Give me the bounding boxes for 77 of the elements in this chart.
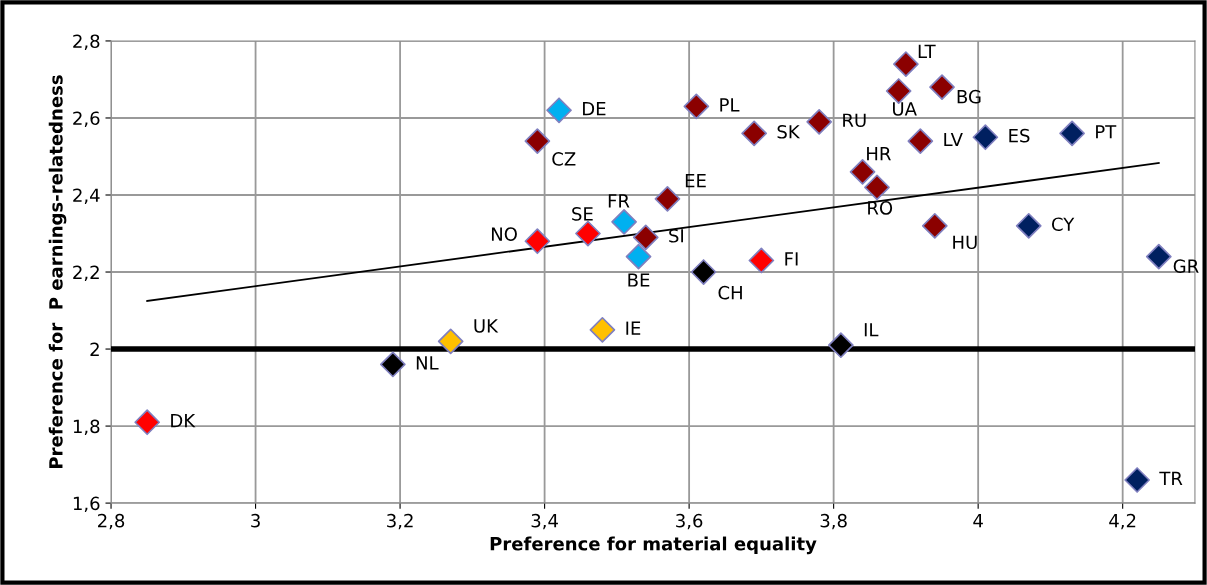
annotation: UK [474,319,499,333]
point [972,124,999,151]
point [885,78,912,104]
point [893,51,919,77]
point [134,409,161,436]
annotation: SE [572,207,593,221]
annotation: PT [1096,125,1117,139]
point [524,128,551,154]
x-axis-title: Preference for material equality [490,536,817,555]
point [546,97,572,124]
x-tick-label: 3 [251,513,260,528]
annotation: LT [918,44,936,58]
point [864,174,890,201]
annotation: EE [685,174,706,188]
point [524,228,551,255]
point [575,220,601,247]
point [1059,120,1085,147]
x-tick-label: 4 [973,514,983,528]
point [907,128,934,154]
point [437,328,464,355]
x-tick-label: 3,4 [531,513,558,530]
y-tick-label: 2,2 [73,265,99,281]
annotation: CH [718,285,742,300]
annotation: CY [1051,217,1075,232]
annotation: BG [957,89,981,104]
annotation: IL [864,323,879,337]
point [654,185,681,212]
x-tick-label: 4,2 [1109,513,1136,530]
annotation: TR [1159,471,1183,485]
point [1145,243,1172,270]
point [806,108,833,135]
x-tick-label: 3,8 [820,513,847,530]
annotation: UA [893,102,917,116]
point [748,247,775,274]
annotation: DK [171,414,196,428]
y-tick-label: 2,8 [73,34,100,50]
point [827,332,854,359]
y-tick-label: 1,8 [73,419,100,436]
annotation: LV [944,132,963,147]
x-tick-label: 2,8 [98,513,125,530]
annotation: RO [868,201,893,215]
y-tick-label: 2,4 [73,188,100,204]
y-axis-title: Preference for P earnings-relatedness [48,75,67,469]
annotation: SK [777,124,801,139]
y-tick-label: 2,6 [73,111,100,127]
x-tick-label: 3,6 [676,513,703,530]
point [611,209,637,235]
point [849,159,876,185]
point [625,243,652,270]
annotation: ES [1009,128,1030,143]
annotation: HR [867,147,891,161]
annotation: NO [491,227,517,241]
point [589,316,616,343]
annotation: CZ [552,152,576,166]
point [379,351,406,378]
annotation: SI [669,228,683,243]
annotation: HU [953,235,977,250]
point [741,120,768,147]
x-tick-label: 3,2 [387,513,413,530]
point [632,224,659,251]
annotation: GR [1173,259,1199,273]
point [1015,212,1042,239]
y-tick-label: 1,6 [73,496,100,513]
point [929,74,955,101]
y-tick-label: 2 [90,342,99,356]
annotation: BE [628,273,650,287]
annotation: RU [843,113,866,128]
annotation: DE [583,102,606,116]
annotation: NL [416,356,439,370]
annotation: IE [626,321,641,335]
point [921,212,948,239]
annotation: PL [720,98,740,112]
annotation: FR [608,194,630,208]
annotation: FI [785,252,798,266]
point [690,259,717,285]
point [1124,467,1150,493]
point [683,93,710,120]
